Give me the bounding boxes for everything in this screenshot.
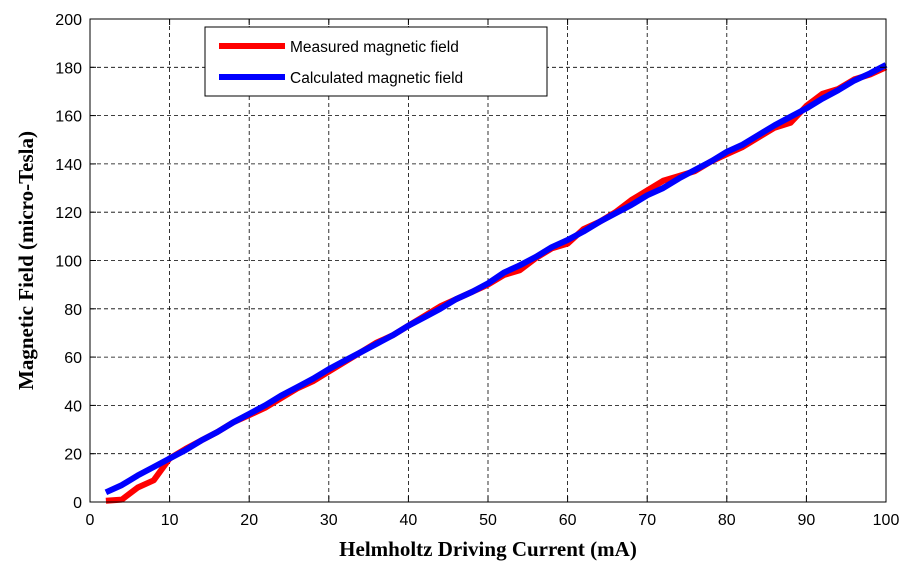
x-tick-label: 30 (320, 512, 338, 529)
x-tick-label: 10 (161, 512, 179, 529)
grid (90, 19, 886, 502)
legend-box (204, 26, 548, 97)
x-tick-label: 90 (798, 512, 816, 529)
x-tick-label: 0 (86, 512, 95, 529)
x-axis-title: Helmholtz Driving Current (mA) (339, 537, 637, 561)
y-tick-label: 20 (64, 447, 82, 464)
legend-label-calculated: Calculated magnetic field (290, 70, 463, 87)
y-tick-label: 180 (55, 60, 82, 77)
x-tick-label: 100 (873, 512, 900, 529)
y-tick-label: 80 (64, 302, 82, 319)
series-line-measured (105, 64, 888, 504)
y-tick-label: 100 (55, 254, 82, 271)
x-tick-label: 80 (718, 512, 736, 529)
x-tick-label: 50 (479, 512, 497, 529)
plot-series (104, 62, 888, 504)
y-tick-label: 60 (64, 350, 82, 367)
series-line-calculated (104, 62, 888, 496)
y-tick-label: 40 (64, 398, 82, 415)
x-tick-label: 70 (638, 512, 656, 529)
y-tick-label: 200 (55, 12, 82, 29)
legend: Measured magnetic field Calculated magne… (204, 26, 548, 97)
axis-ticks: 0 10 20 30 40 50 60 70 80 90 100 0 20 40 60 80 100 120 140… (55, 12, 899, 529)
x-tick-label: 60 (559, 512, 577, 529)
y-tick-label: 140 (55, 157, 82, 174)
y-tick-label: 160 (55, 109, 82, 126)
y-tick-label: 120 (55, 205, 82, 222)
legend-label-measured: Measured magnetic field (290, 39, 459, 56)
x-tick-label: 20 (240, 512, 258, 529)
x-tick-label: 40 (400, 512, 418, 529)
y-axis-title: Magnetic Field (micro-Tesla) (14, 131, 38, 390)
y-tick-label: 0 (73, 495, 82, 512)
